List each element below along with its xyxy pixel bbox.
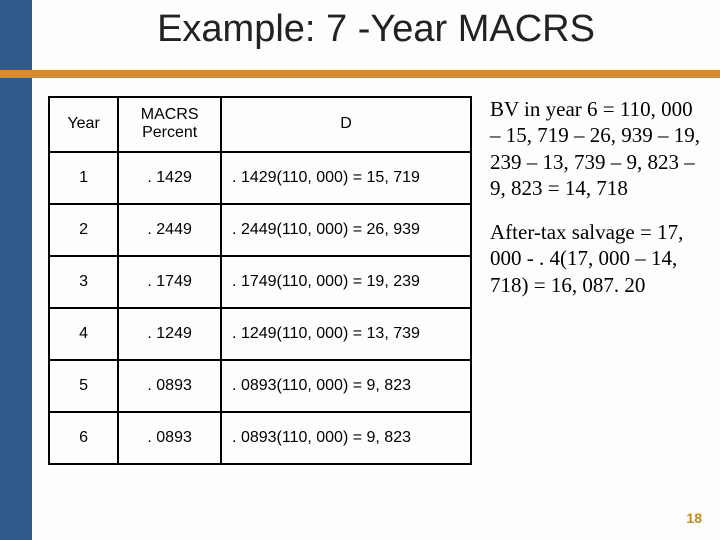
table-row: 3 . 1749 . 1749(110, 000) = 19, 239 [49, 256, 471, 308]
cell-d: . 1749(110, 000) = 19, 239 [221, 256, 471, 308]
table-row: 5 . 0893 . 0893(110, 000) = 9, 823 [49, 360, 471, 412]
header-percent-line2: Percent [142, 124, 197, 141]
cell-year: 6 [49, 412, 118, 464]
table-row: 6 . 0893 . 0893(110, 000) = 9, 823 [49, 412, 471, 464]
cell-year: 5 [49, 360, 118, 412]
title-underline [0, 70, 720, 78]
cell-year: 4 [49, 308, 118, 360]
salvage-paragraph: After-tax salvage = 17, 000 - . 4(17, 00… [490, 219, 700, 298]
cell-d: . 2449(110, 000) = 26, 939 [221, 204, 471, 256]
page-number: 18 [686, 510, 702, 526]
cell-year: 3 [49, 256, 118, 308]
cell-pct: . 1749 [118, 256, 221, 308]
cell-d: . 1429(110, 000) = 15, 719 [221, 152, 471, 204]
table-row: 1 . 1429 . 1429(110, 000) = 15, 719 [49, 152, 471, 204]
content-area: Year MACRS Percent D 1 . 1429 . 1429(110… [48, 96, 700, 465]
bv-paragraph: BV in year 6 = 110, 000 – 15, 719 – 26, … [490, 96, 700, 201]
table-row: 2 . 2449 . 2449(110, 000) = 26, 939 [49, 204, 471, 256]
cell-pct: . 0893 [118, 360, 221, 412]
header-percent: MACRS Percent [118, 97, 221, 152]
header-d: D [221, 97, 471, 152]
cell-year: 2 [49, 204, 118, 256]
cell-year: 1 [49, 152, 118, 204]
slide: Example: 7 -Year MACRS Year MACRS Percen… [0, 0, 720, 540]
table-row: 4 . 1249 . 1249(110, 000) = 13, 739 [49, 308, 471, 360]
cell-d: . 0893(110, 000) = 9, 823 [221, 412, 471, 464]
header-year: Year [49, 97, 118, 152]
table-header-row: Year MACRS Percent D [49, 97, 471, 152]
left-accent-bar [0, 0, 32, 540]
macrs-table: Year MACRS Percent D 1 . 1429 . 1429(110… [48, 96, 472, 465]
header-percent-line1: MACRS [141, 106, 199, 123]
slide-title: Example: 7 -Year MACRS [32, 8, 720, 51]
cell-d: . 1249(110, 000) = 13, 739 [221, 308, 471, 360]
cell-pct: . 2449 [118, 204, 221, 256]
side-text: BV in year 6 = 110, 000 – 15, 719 – 26, … [490, 96, 700, 465]
cell-pct: . 1429 [118, 152, 221, 204]
cell-pct: . 1249 [118, 308, 221, 360]
cell-pct: . 0893 [118, 412, 221, 464]
cell-d: . 0893(110, 000) = 9, 823 [221, 360, 471, 412]
